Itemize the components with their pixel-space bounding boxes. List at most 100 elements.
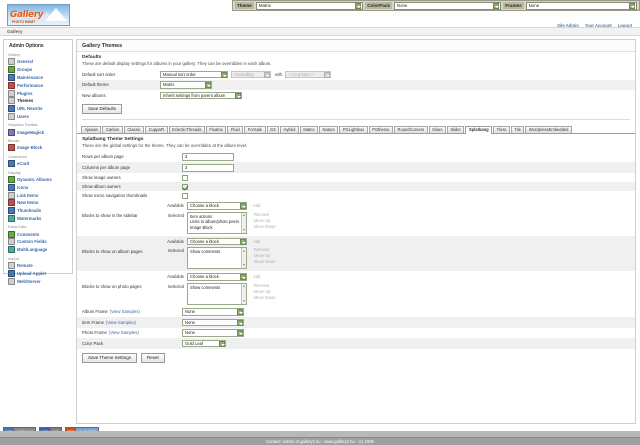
setting-checkbox[interactable] [182, 183, 188, 190]
sidebar-item-upload-applet[interactable]: Upload Applet [7, 269, 69, 277]
scroll-up-icon[interactable] [242, 285, 247, 289]
theme-select[interactable]: Matrix [255, 1, 364, 10]
tab-pglightbox[interactable]: PGLightbox [339, 125, 368, 134]
moveup-button[interactable]: Move Up [254, 288, 271, 294]
scrollbar[interactable] [241, 248, 247, 269]
sidebar-item-general[interactable]: General [7, 58, 69, 66]
gallery-logo[interactable]: Gallery PHOTO MGMT [7, 4, 70, 26]
tab-sirius[interactable]: Sirius [428, 125, 446, 134]
moveup-button[interactable]: Move Up [254, 253, 271, 259]
setting-text-input[interactable]: 3 [182, 152, 234, 161]
scroll-down-icon[interactable] [242, 264, 247, 268]
frames-select[interactable]: None [525, 1, 637, 10]
scrollbar[interactable] [241, 283, 247, 304]
view-samples-link[interactable]: (View Samples) [108, 330, 139, 336]
sidebar-item-themes[interactable]: Themes [7, 97, 69, 105]
sidebar-item-watermarks[interactable]: Watermarks [7, 214, 69, 223]
tab-tless[interactable]: Tless [493, 125, 510, 134]
view-samples-link[interactable]: (View Samples) [105, 319, 136, 325]
sidebar-item-thumbnails[interactable]: Thumbnails [7, 207, 69, 215]
tab-fluid[interactable]: Fluid [227, 125, 244, 134]
nav-your-account[interactable]: Your Account [584, 23, 612, 28]
color-pack-select[interactable]: Gold Leaf [182, 339, 226, 348]
sidebar-item-web-server[interactable]: Web/Server [7, 277, 69, 285]
sidebar-item-plugins[interactable]: Plugins [7, 89, 69, 97]
scroll-down-icon[interactable] [242, 299, 247, 303]
sidebar-item-maintenance[interactable]: Maintenance [7, 73, 69, 82]
frame-select[interactable]: None [182, 329, 244, 337]
new-albums-select[interactable]: Inherit settings from parent album [160, 91, 242, 99]
default-sort-order-select[interactable]: Manual sort order [160, 70, 228, 78]
reset-button[interactable]: Reset [140, 352, 165, 363]
movedown-button[interactable]: Move Down [254, 294, 276, 300]
setting-checkbox[interactable] [182, 174, 188, 181]
tab-ajaxian[interactable]: Ajaxian [81, 125, 102, 134]
available-block-select[interactable]: Choose a block [187, 273, 247, 281]
tab-cuppaft[interactable]: CuppaFt [145, 125, 168, 134]
selected-blocks-listbox[interactable]: Item actions Links to album/photo peers Im… [187, 211, 247, 234]
tab-wordpressembedded[interactable]: WordpressEmbedded [525, 125, 572, 134]
tab-tile[interactable]: Tile [510, 125, 525, 134]
sidebar-item-image-block[interactable]: Image Block [7, 144, 69, 152]
sidebar-item-link-items[interactable]: Link Items [7, 191, 69, 199]
list-item[interactable]: Show comments [190, 284, 221, 290]
sidebar-item-remote[interactable]: Remote [7, 262, 69, 270]
sidebar-item-url-rewrite[interactable]: URL Rewrite [7, 105, 69, 113]
tab-splatbang[interactable]: Splatbang [465, 125, 493, 135]
tab-classic[interactable]: Classic [123, 125, 145, 134]
tab-nature[interactable]: Nature [319, 125, 339, 134]
scroll-down-icon[interactable] [242, 228, 247, 232]
add-block-button[interactable]: Add [253, 238, 261, 244]
list-item[interactable]: Show comments [190, 249, 221, 255]
moveup-button[interactable]: Move Up [254, 217, 271, 223]
sidebar-item-ecard[interactable]: eCard [7, 160, 69, 168]
tab-hybrid[interactable]: Hybrid [280, 125, 299, 134]
add-block-button[interactable]: Add [253, 203, 261, 209]
sidebar-item-custom-fields[interactable]: Custom Fields [7, 238, 69, 246]
list-item[interactable]: Item actions [190, 213, 213, 219]
tab-eclecticthreads[interactable]: EclecticThreads [168, 125, 205, 134]
frame-select[interactable]: None [182, 318, 244, 327]
tab-floatrix[interactable]: Floatrix [205, 125, 227, 134]
list-item[interactable]: Image Block [190, 224, 213, 230]
tab-slider[interactable]: Slider [446, 125, 465, 134]
tab-g3[interactable]: G3 [266, 125, 280, 134]
available-block-select[interactable]: Choose a block [187, 202, 247, 210]
sidebar-item-icons[interactable]: Icons [7, 183, 69, 191]
save-defaults-button[interactable]: Save Defaults [82, 103, 123, 114]
tab-forsale[interactable]: ForSale [244, 125, 266, 134]
list-item[interactable]: Links to album/photo peers [190, 219, 240, 225]
remove-button[interactable]: Remove [254, 211, 270, 217]
tab-roundcorners[interactable]: RoundCorners [394, 125, 428, 134]
selected-blocks-listbox[interactable]: Show comments [187, 282, 247, 305]
colorpack-select[interactable]: None [393, 1, 502, 10]
tab-matrix[interactable]: Matrix [299, 125, 319, 134]
setting-checkbox[interactable] [182, 192, 188, 199]
available-block-select[interactable]: Choose a block [187, 237, 247, 246]
scroll-up-icon[interactable] [242, 249, 247, 253]
selected-blocks-listbox[interactable]: Show comments [187, 247, 247, 270]
tab-pgtheme[interactable]: PGtheme [368, 125, 394, 134]
nav-site-admin[interactable]: Site Admin [557, 23, 579, 28]
remove-button[interactable]: Remove [254, 282, 270, 288]
sidebar-item-performance[interactable]: Performance [7, 81, 69, 89]
scrollbar[interactable] [241, 212, 247, 233]
setting-text-input[interactable]: 3 [182, 163, 234, 172]
sidebar-item-groups[interactable]: Groups [7, 66, 69, 74]
sidebar-item-multilanguage[interactable]: MultiLanguage [7, 246, 69, 254]
save-theme-settings-button[interactable]: Save Theme Settings [82, 352, 137, 363]
tab-carbon[interactable]: Carbon [102, 125, 123, 134]
sidebar-item-users[interactable]: Users [7, 112, 69, 120]
movedown-button[interactable]: Move Down [254, 259, 276, 265]
sidebar-item-imagemagick[interactable]: ImageMagick [7, 128, 69, 136]
scroll-up-icon[interactable] [242, 214, 247, 218]
view-samples-link[interactable]: (View Samples) [109, 309, 140, 315]
sidebar-item-dynamic-albums[interactable]: Dynamic Albums [7, 175, 69, 184]
default-theme-select[interactable]: Matrix [160, 81, 212, 89]
nav-logout[interactable]: Logout [617, 23, 632, 28]
sidebar-item-comments[interactable]: Comments [7, 230, 69, 238]
frame-select[interactable]: None [182, 308, 244, 316]
add-block-button[interactable]: Add [253, 274, 261, 280]
sidebar-item-new-items[interactable]: New Items [7, 199, 69, 207]
remove-button[interactable]: Remove [254, 247, 270, 253]
